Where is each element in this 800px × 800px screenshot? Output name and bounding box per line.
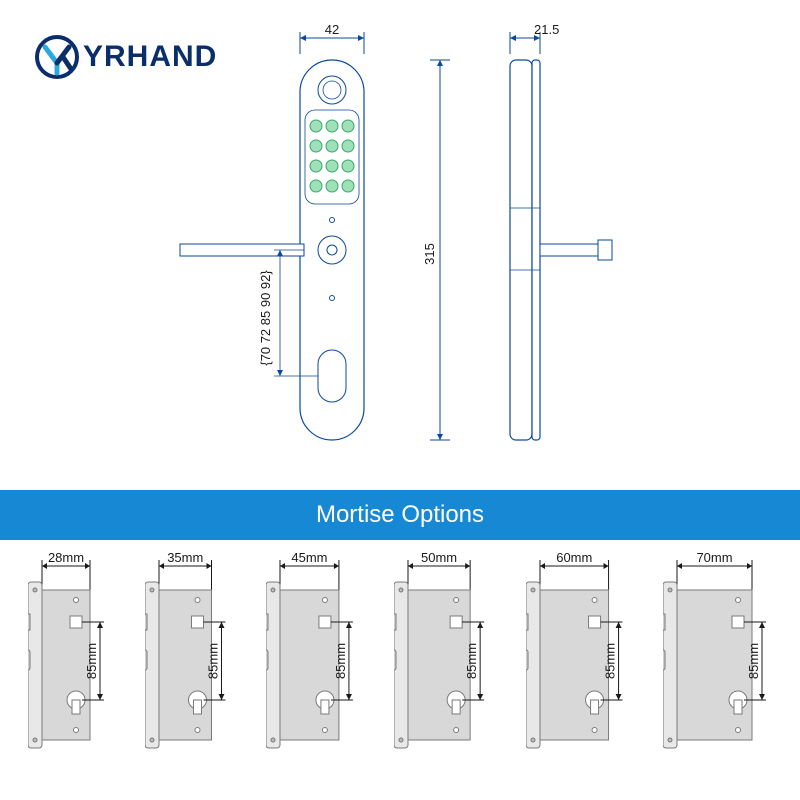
mortise-backset: 45mm [292, 552, 328, 565]
mortise-option: 60mm 85mm [526, 552, 629, 752]
mortise-backset: 70mm [697, 552, 733, 565]
mortise-options-row: 28mm 85mm 35mm [0, 552, 800, 752]
mortise-option: 70mm 85mm [663, 552, 772, 752]
banner-text: Mortise Options [316, 501, 484, 529]
mortise-center: 85mm [465, 643, 480, 679]
dim-depth: 21.5 [534, 22, 559, 37]
mortise-center: 85mm [746, 643, 761, 679]
mortise-option: 35mm 85mm [145, 552, 232, 752]
mortise-center: 85mm [333, 643, 348, 679]
mortise-option: 45mm 85mm [266, 552, 359, 752]
dim-screw-centers: {70 72 85 90 92} [258, 270, 273, 366]
mortise-option: 28mm 85mm [28, 552, 110, 752]
mortise-backset: 28mm [48, 552, 84, 565]
mortise-option: 50mm 85mm [394, 552, 490, 752]
mortise-center: 85mm [602, 643, 617, 679]
dim-height: 315 [422, 243, 437, 265]
section-banner: Mortise Options [0, 490, 800, 540]
mortise-center: 85mm [205, 643, 220, 679]
mortise-backset: 35mm [167, 552, 203, 565]
dimension-diagram: 42 {70 72 85 90 92} [0, 20, 800, 480]
mortise-center: 85mm [84, 643, 99, 679]
mortise-backset: 50mm [421, 552, 457, 565]
dim-width: 42 [325, 22, 339, 37]
mortise-backset: 60mm [556, 552, 592, 565]
